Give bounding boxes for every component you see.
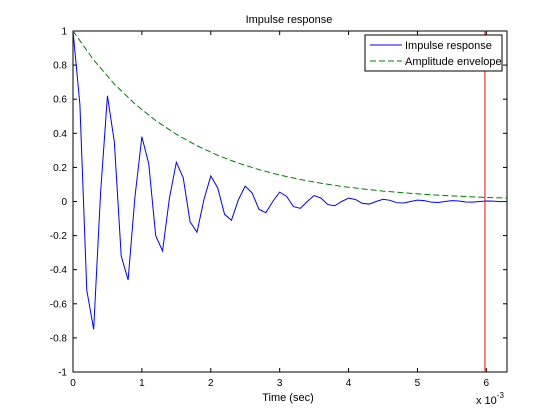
y-tick-label: 1 bbox=[61, 27, 67, 38]
x-tick-label: 1 bbox=[139, 378, 145, 389]
x-tick-label: 5 bbox=[415, 378, 421, 389]
series-group bbox=[73, 31, 507, 330]
x-tick-label: 2 bbox=[208, 378, 214, 389]
x-tick-label: 4 bbox=[346, 378, 352, 389]
x-exponent-power: -3 bbox=[497, 391, 505, 400]
series-line-impulse-response bbox=[73, 31, 507, 330]
y-tick-label: -0.6 bbox=[50, 299, 68, 310]
x-exponent-label: x 10-3 bbox=[476, 391, 504, 407]
x-axis-label: Time (sec) bbox=[262, 392, 314, 404]
axis-ticks: 0 1 2 3 4 5 6 -1 -0.8 -0.6 -0.4 -0.2 0 0.2 0.4 0.6 0.8 1 bbox=[50, 27, 507, 389]
y-tick-label: 0.4 bbox=[53, 129, 67, 140]
x-tick-label: 0 bbox=[70, 378, 76, 389]
legend: Impulse response Amplitude envelope bbox=[364, 34, 503, 72]
y-tick-label: -0.8 bbox=[50, 333, 68, 344]
x-tick-label: 6 bbox=[484, 378, 490, 389]
y-tick-label: -0.2 bbox=[50, 231, 68, 242]
chart-title: Impulse response bbox=[246, 14, 333, 26]
y-tick-label: 0.6 bbox=[53, 95, 67, 106]
series-line-amplitude-envelope bbox=[73, 31, 507, 199]
legend-box bbox=[364, 34, 503, 72]
y-tick-label: -1 bbox=[58, 368, 67, 379]
y-tick-label: 0.8 bbox=[53, 61, 67, 72]
y-tick-label: 0.2 bbox=[53, 163, 67, 174]
y-tick-label: 0 bbox=[61, 197, 67, 208]
legend-label-amplitude-envelope: Amplitude envelope bbox=[405, 56, 502, 68]
y-tick-label: -0.4 bbox=[50, 265, 68, 276]
x-tick-label: 3 bbox=[277, 378, 283, 389]
x-exponent-base: x 10 bbox=[476, 395, 497, 407]
legend-label-impulse-response: Impulse response bbox=[405, 40, 492, 52]
